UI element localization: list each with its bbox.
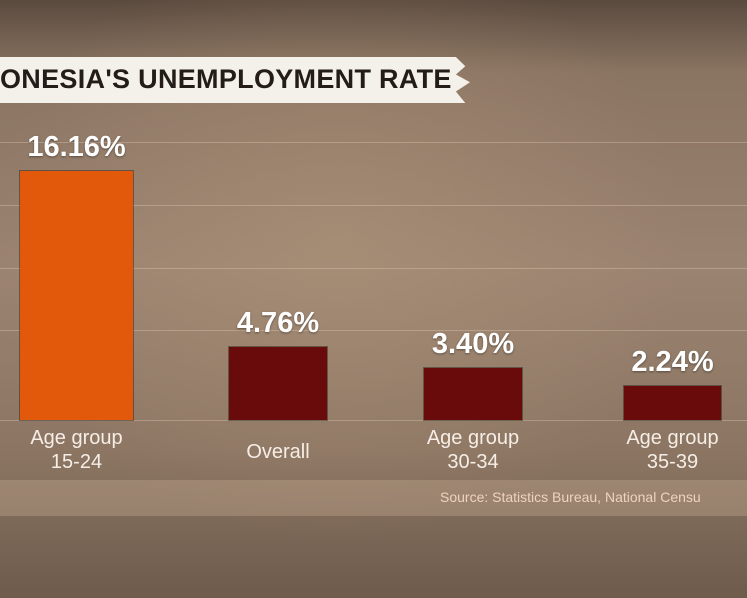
- chart-title: ONESIA'S UNEMPLOYMENT RATE: [0, 64, 452, 94]
- value-label: 3.40%: [431, 327, 515, 360]
- x-tick-label: Age group 15-24: [30, 427, 123, 473]
- x-tick-label: Age group 35-39: [626, 427, 719, 473]
- background-line: [0, 420, 747, 421]
- bar: [424, 367, 522, 420]
- x-tick-label: Age group 30-34: [426, 427, 520, 473]
- background-line: [0, 330, 747, 331]
- title-banner: [0, 57, 470, 103]
- value-label: 2.24%: [631, 345, 714, 378]
- background-line: [0, 268, 747, 269]
- background-line: [0, 142, 747, 143]
- x-tick-label: Overall: [246, 441, 310, 463]
- bar: [229, 346, 327, 420]
- source-note: Source: Statistics Bureau, National Cens…: [440, 489, 701, 505]
- background-line: [0, 205, 747, 206]
- value-label: 16.16%: [27, 131, 126, 164]
- bar: [20, 171, 133, 420]
- value-label: 4.76%: [236, 306, 320, 339]
- bar: [624, 385, 721, 420]
- source-band: [0, 480, 747, 516]
